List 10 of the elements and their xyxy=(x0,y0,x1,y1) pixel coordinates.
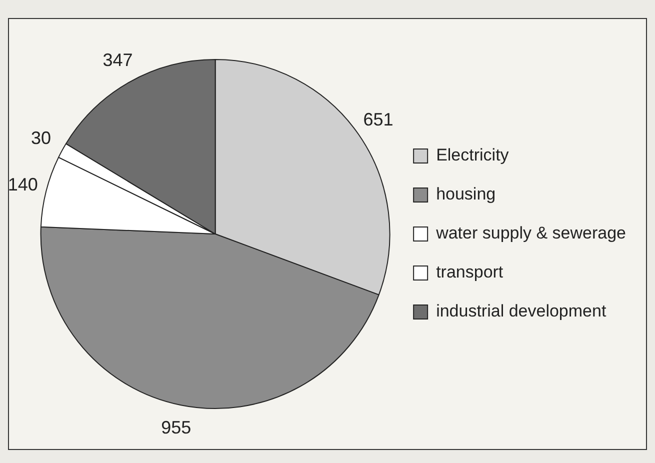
data-label: 140 xyxy=(8,174,38,194)
data-label: 347 xyxy=(102,50,133,70)
legend-label: industrial development xyxy=(436,302,606,321)
legend-label: water supply & sewerage xyxy=(435,224,626,243)
data-label: 30 xyxy=(31,128,52,148)
legend-label: housing xyxy=(436,184,496,204)
data-label: 651 xyxy=(363,110,394,130)
legend-label: Electricity xyxy=(436,146,510,165)
legend-label: transport xyxy=(436,262,504,282)
data-label: 955 xyxy=(161,418,192,438)
